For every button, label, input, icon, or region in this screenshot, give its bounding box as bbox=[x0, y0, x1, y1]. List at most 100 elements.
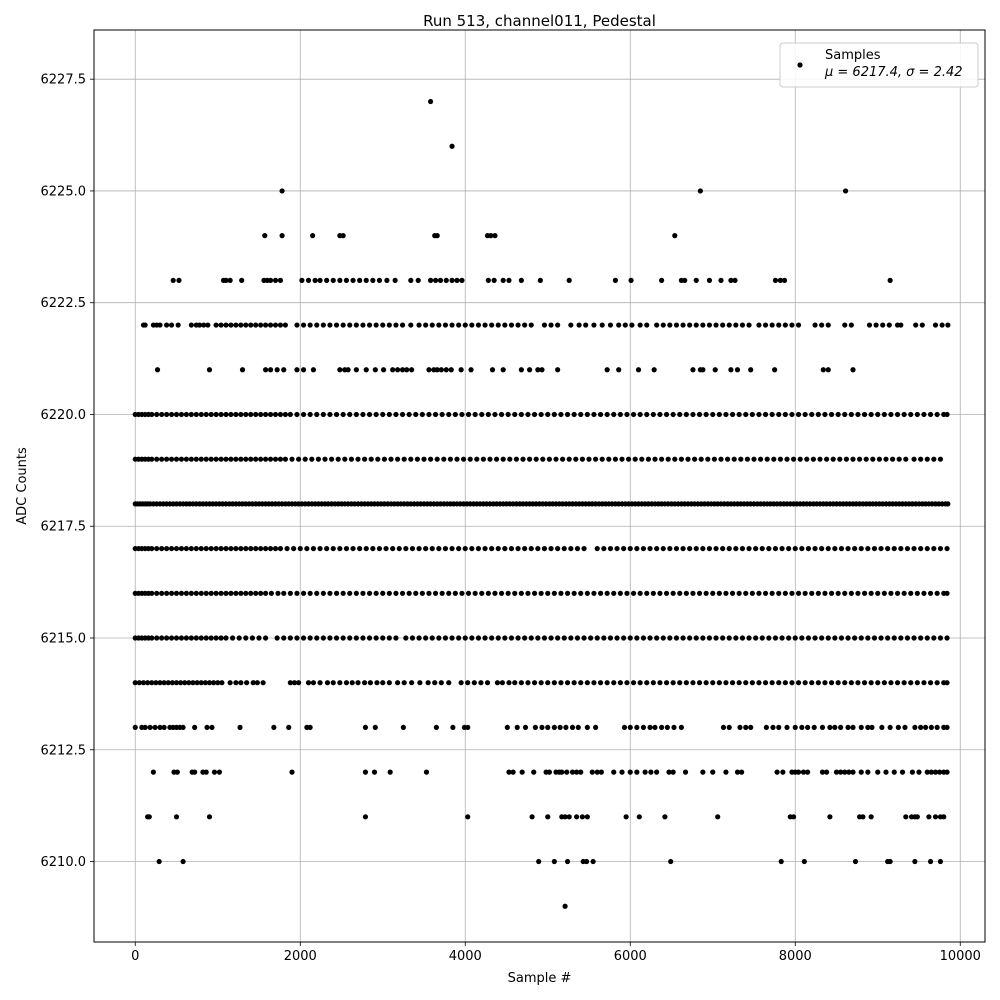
data-point bbox=[848, 411, 854, 418]
data-point bbox=[654, 769, 660, 775]
data-point bbox=[590, 858, 596, 865]
data-point bbox=[233, 456, 239, 462]
data-point bbox=[419, 590, 425, 596]
data-point bbox=[762, 590, 769, 596]
data-point bbox=[945, 501, 951, 507]
data-point bbox=[716, 411, 722, 418]
data-point bbox=[756, 322, 762, 328]
data-point bbox=[842, 411, 848, 418]
data-point bbox=[908, 680, 914, 686]
data-point bbox=[871, 545, 878, 552]
data-point bbox=[865, 545, 871, 552]
x-tick-label: 4000 bbox=[449, 949, 482, 964]
data-point bbox=[664, 724, 670, 731]
data-point bbox=[604, 367, 610, 373]
data-point bbox=[866, 322, 873, 328]
data-point bbox=[362, 680, 368, 686]
data-point bbox=[762, 411, 769, 418]
data-point bbox=[145, 680, 151, 686]
data-point bbox=[919, 322, 925, 328]
data-point bbox=[384, 277, 390, 283]
data-point bbox=[710, 680, 716, 686]
data-point bbox=[771, 456, 777, 462]
data-point bbox=[154, 545, 160, 552]
data-point bbox=[723, 411, 729, 418]
data-point bbox=[230, 635, 236, 641]
data-point bbox=[479, 411, 485, 418]
data-point bbox=[630, 411, 637, 418]
data-point bbox=[136, 680, 142, 686]
data-point bbox=[921, 411, 927, 418]
data-point bbox=[568, 322, 574, 328]
data-point bbox=[593, 456, 599, 462]
data-point bbox=[197, 322, 203, 328]
data-point bbox=[294, 635, 300, 641]
data-point bbox=[670, 590, 676, 596]
data-point bbox=[842, 590, 848, 596]
data-point bbox=[537, 277, 543, 283]
data-point bbox=[555, 545, 561, 552]
data-point bbox=[263, 322, 269, 328]
data-point bbox=[845, 635, 851, 641]
data-point bbox=[228, 545, 234, 552]
data-point bbox=[805, 545, 812, 552]
data-point bbox=[538, 411, 544, 418]
data-point bbox=[802, 590, 808, 596]
data-point bbox=[281, 635, 287, 641]
data-point bbox=[627, 635, 633, 641]
data-point bbox=[934, 680, 940, 686]
data-point bbox=[799, 545, 805, 552]
data-point bbox=[300, 411, 307, 418]
data-point bbox=[706, 545, 713, 552]
data-point bbox=[873, 322, 879, 328]
data-point bbox=[456, 545, 462, 552]
data-point bbox=[409, 680, 415, 686]
data-point bbox=[423, 769, 430, 775]
data-point bbox=[927, 680, 934, 686]
data-point bbox=[267, 456, 274, 462]
data-point bbox=[726, 724, 732, 731]
data-point bbox=[672, 233, 678, 239]
data-point bbox=[228, 322, 234, 328]
x-tick-label: 6000 bbox=[614, 949, 647, 964]
data-point bbox=[355, 456, 361, 462]
data-point bbox=[467, 456, 473, 462]
data-point bbox=[294, 590, 300, 596]
data-point bbox=[720, 635, 726, 641]
y-tick-label: 6220.0 bbox=[41, 408, 87, 423]
data-point bbox=[395, 367, 401, 373]
data-point bbox=[630, 590, 637, 596]
data-point bbox=[300, 367, 307, 373]
data-point bbox=[307, 635, 313, 641]
data-point bbox=[789, 680, 795, 686]
data-point bbox=[871, 635, 878, 641]
data-point bbox=[687, 322, 693, 328]
data-point bbox=[921, 680, 927, 686]
x-axis-ticks: 0 2000 4000 6000 8000 10000 bbox=[131, 942, 981, 964]
data-point bbox=[657, 680, 663, 686]
data-point bbox=[183, 411, 189, 418]
data-point bbox=[154, 367, 161, 373]
data-point bbox=[320, 411, 326, 418]
data-point bbox=[883, 456, 889, 462]
data-point bbox=[569, 769, 576, 775]
data-point bbox=[372, 367, 378, 373]
data-point bbox=[272, 545, 279, 552]
data-point bbox=[560, 456, 566, 462]
data-point bbox=[287, 680, 293, 686]
data-point bbox=[164, 590, 170, 596]
data-point bbox=[228, 411, 234, 418]
data-point bbox=[838, 635, 845, 641]
data-point bbox=[198, 680, 204, 686]
data-point bbox=[868, 680, 874, 686]
data-point bbox=[168, 411, 175, 418]
data-point bbox=[703, 680, 709, 686]
data-point bbox=[423, 322, 429, 328]
data-point bbox=[594, 635, 600, 641]
data-point bbox=[852, 545, 858, 552]
data-point bbox=[425, 680, 431, 686]
data-point bbox=[417, 680, 423, 686]
data-point bbox=[879, 724, 885, 731]
data-point bbox=[279, 233, 285, 239]
